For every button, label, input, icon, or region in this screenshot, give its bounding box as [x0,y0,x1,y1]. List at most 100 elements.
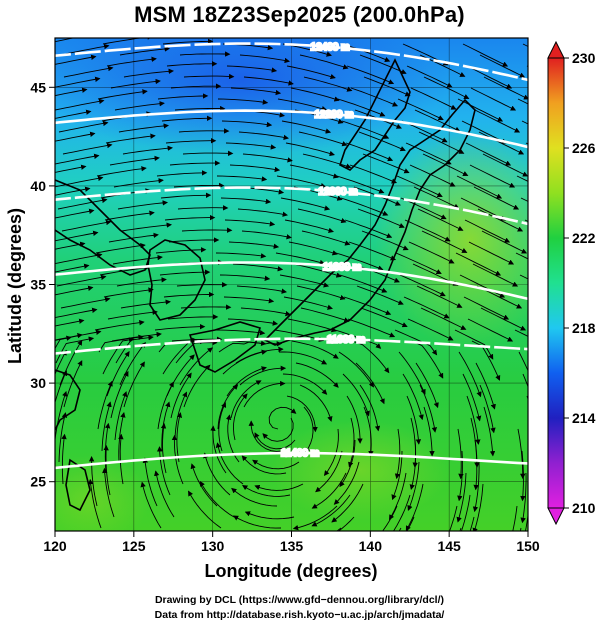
streamline [303,76,353,92]
streamline [339,439,356,488]
streamline [344,219,393,239]
streamline [466,65,513,89]
streamline [336,175,385,194]
streamline [174,105,226,112]
streamline [169,160,221,166]
streamline [348,417,355,468]
streamline [203,452,231,496]
streamline [239,365,287,386]
streamline [57,197,108,210]
streamline [449,505,458,531]
streamline [342,373,370,417]
x-tick-label: 140 [359,538,383,554]
streamline [360,307,408,328]
streamline [471,340,501,381]
streamline [295,362,339,388]
streamline [222,349,268,375]
streamline [55,76,101,88]
streamline [199,480,235,518]
streamline [290,87,340,102]
streamline [341,120,390,139]
streamline [411,340,444,379]
streamline [55,175,104,188]
colorbar-lower-arrow [547,507,565,526]
streamline [55,307,98,319]
streamline [469,516,475,531]
streamline [221,120,273,128]
streamline [392,494,411,531]
streamline [157,381,174,430]
streamline [42,402,51,451]
streamline [219,274,271,281]
streamline [462,373,482,422]
wind-streamlines [42,38,543,533]
streamline [420,307,467,330]
streamline [311,472,347,509]
streamline [60,296,111,309]
streamline [479,384,496,434]
y-tick-label: 30 [30,375,46,391]
streamline [458,351,482,398]
y-tick-label: 35 [30,277,46,293]
streamline [363,76,411,97]
streamline [283,296,333,310]
streamline [538,462,540,511]
streamline [103,287,154,298]
streamline [275,252,326,266]
streamline [538,484,543,533]
streamline [402,373,424,421]
credit-line-1: Drawing by DCL (https://www.gfd−dennou.o… [154,594,445,606]
streamline [171,434,184,485]
streamline [243,76,294,86]
y-tick-label: 25 [30,474,46,490]
colorbar-tick-label: 218 [572,320,596,336]
streamline [157,93,209,100]
streamline [114,101,165,111]
streamline [473,439,479,491]
streamline [292,263,342,278]
streamline [55,370,68,405]
streamline [99,265,150,276]
streamline [478,131,525,155]
streamline [122,145,173,155]
streamline [241,455,287,475]
streamline [179,51,231,57]
lat-lon-grid [55,38,528,531]
streamline [337,516,355,531]
streamline [248,420,283,452]
streamline [463,296,510,320]
streamline [406,395,422,445]
streamline [183,73,235,80]
streamline [357,208,405,228]
streamline [331,483,364,523]
streamline [296,285,346,301]
streamline [215,252,267,259]
streamline [61,219,112,232]
streamline [413,186,460,209]
streamline [333,461,360,505]
streamline [170,372,192,419]
streamline [343,296,392,316]
streamline [216,175,268,182]
colorbar-tick-label: 214 [572,410,596,426]
streamline [403,296,450,319]
streamline [481,230,528,254]
x-tick-label: 130 [201,538,225,554]
streamline [406,516,415,531]
x-tick-label: 150 [516,538,540,554]
streamline [55,230,99,242]
streamline [515,252,528,260]
streamline [355,362,385,405]
streamline [88,478,102,529]
streamline [278,351,328,365]
streamline [335,252,384,271]
streamline [112,254,163,265]
streamline [179,347,213,386]
x-tick-label: 120 [43,538,67,554]
streamline [117,200,168,210]
streamline [104,210,155,221]
streamline [482,153,528,177]
streamline [254,432,296,450]
streamline [183,364,211,408]
streamline [457,98,504,122]
